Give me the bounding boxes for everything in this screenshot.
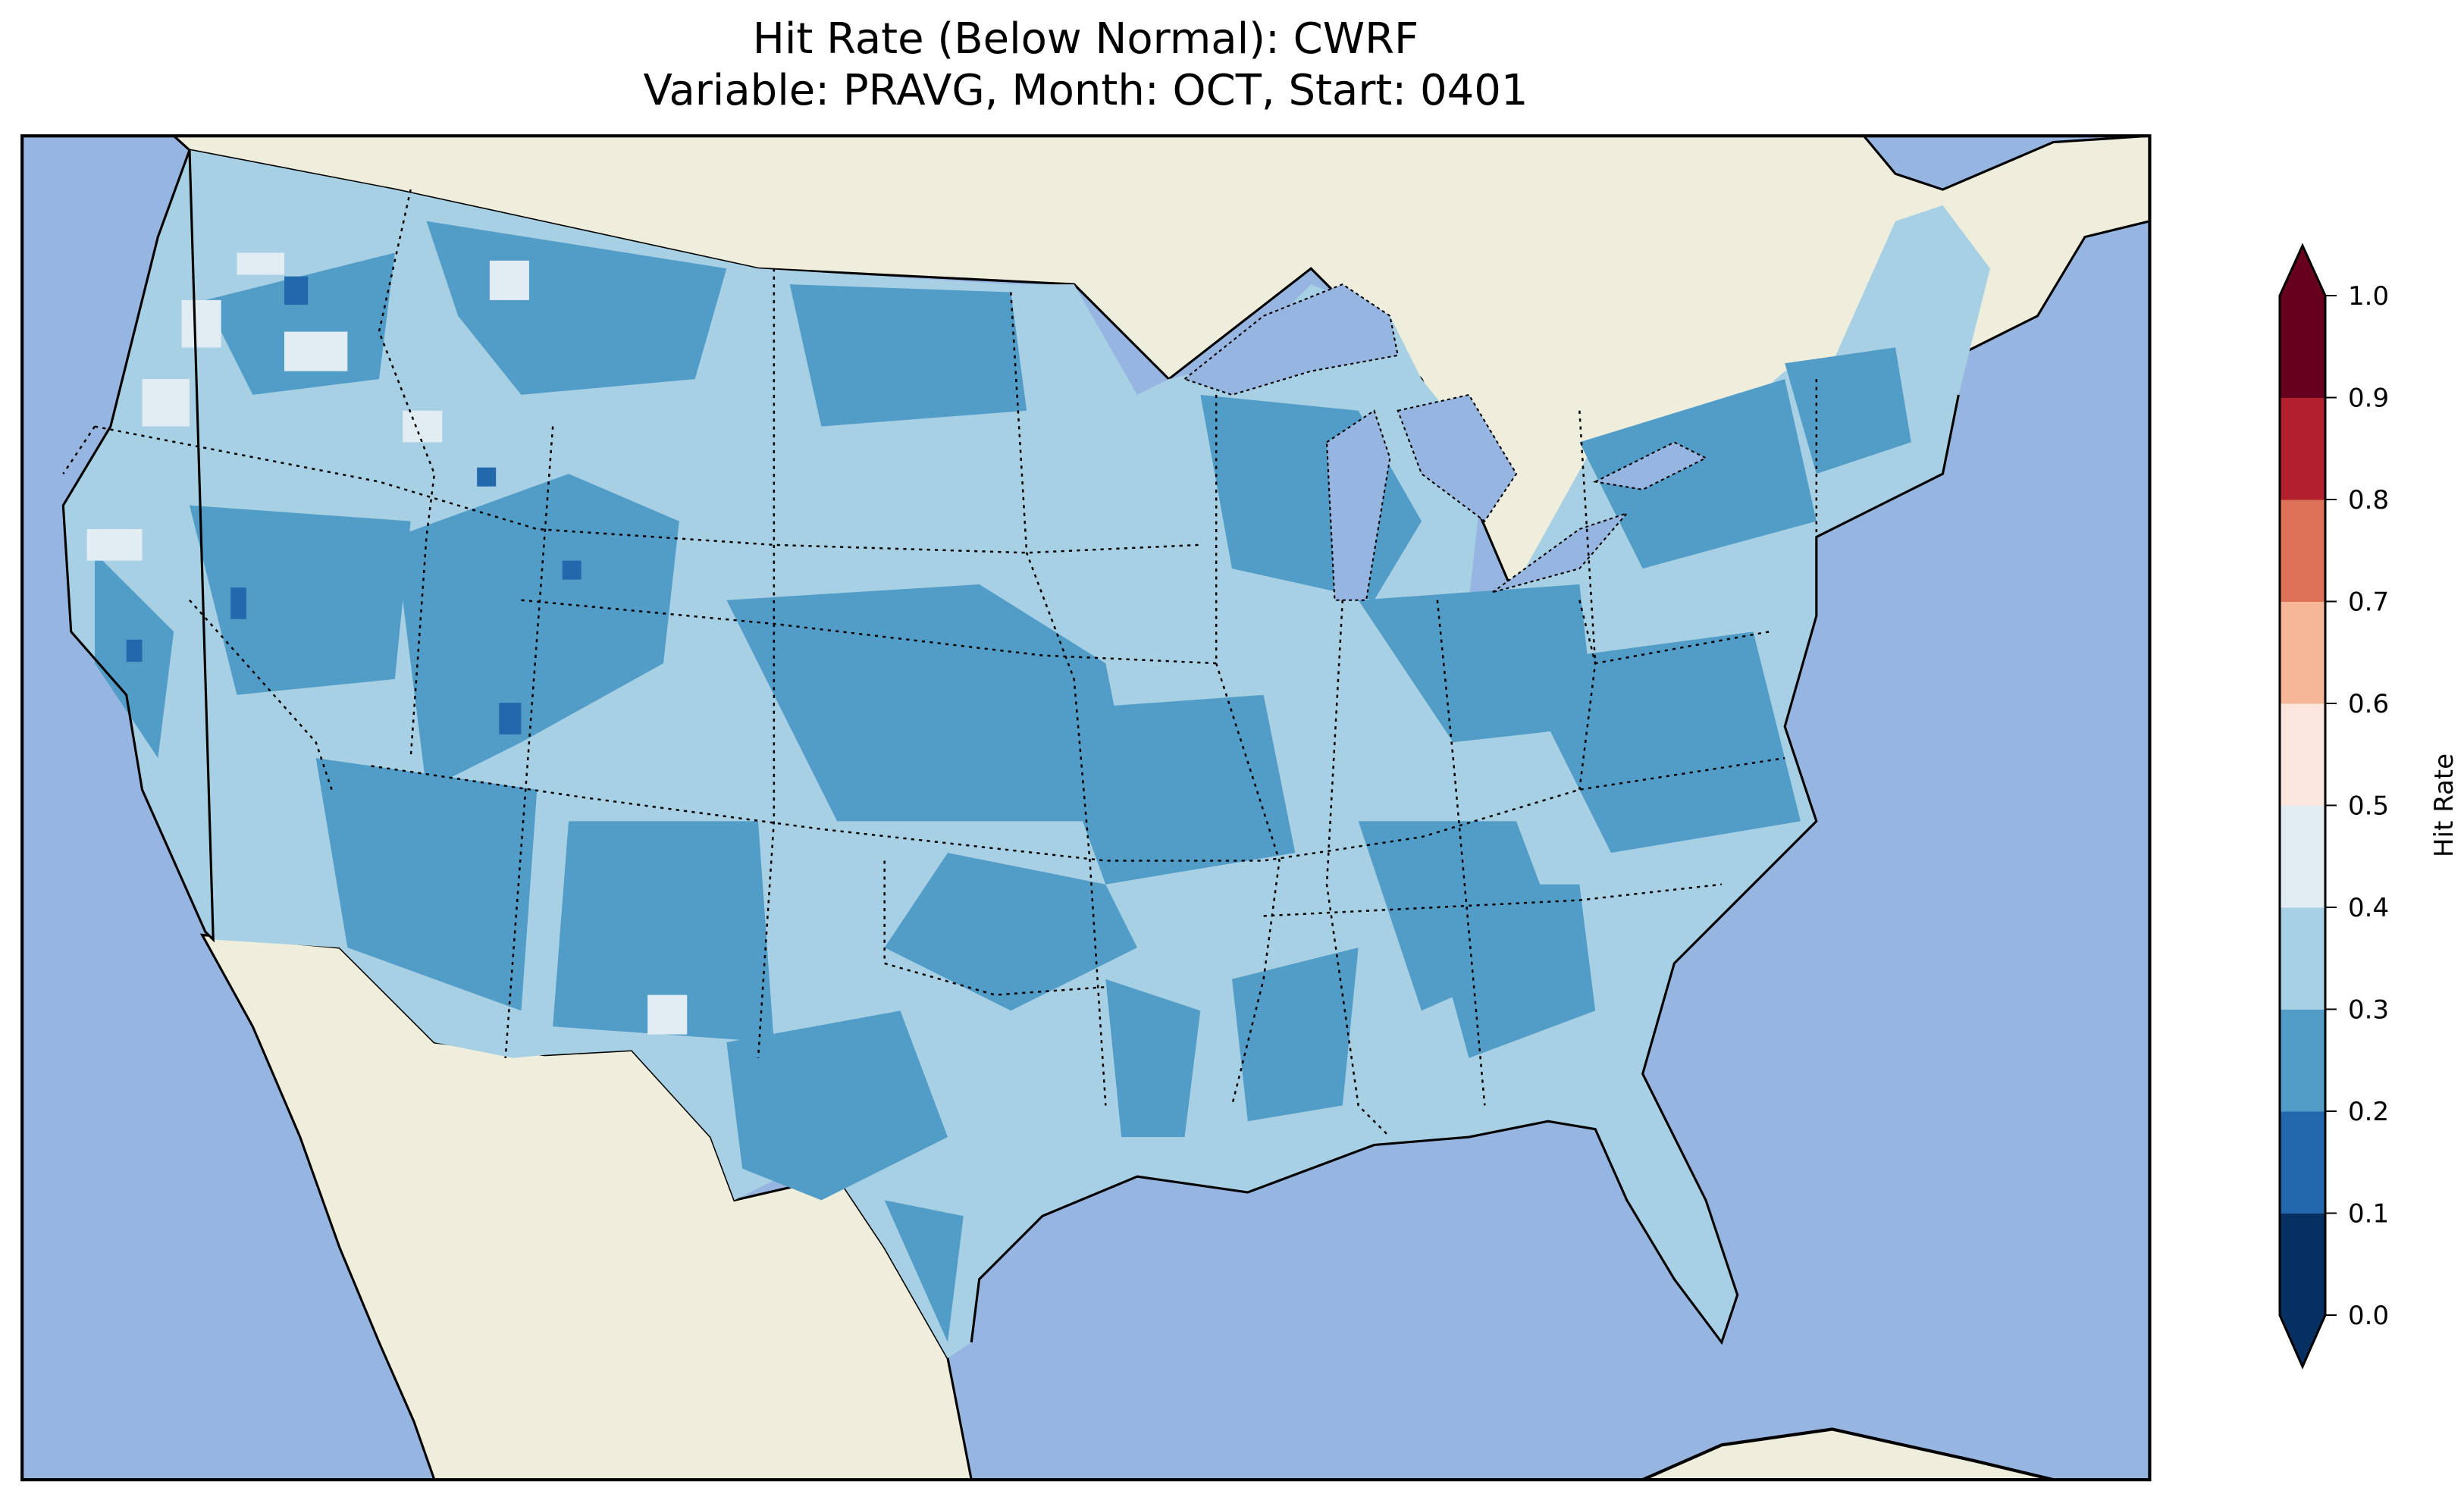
colorbar-extend-max	[2280, 246, 2325, 296]
colorbar-segment	[2280, 703, 2325, 806]
colorbar-segment	[2280, 907, 2325, 1010]
colorbar-extend-min	[2280, 1315, 2325, 1367]
colorbar-tick-label: 0.3	[2348, 995, 2389, 1026]
great-lakes	[1183, 283, 1708, 601]
colorbar-segment	[2280, 1213, 2325, 1316]
title-line-2: Variable: PRAVG, Month: OCT, Start: 0401	[643, 66, 1528, 115]
colorbar-segment	[2280, 397, 2325, 500]
colorbar-tick-label: 0.8	[2348, 485, 2389, 515]
colorbar-tick-label: 0.9	[2348, 384, 2389, 414]
us-outline	[61, 149, 215, 943]
colorbar-tick-label: 0.0	[2348, 1301, 2389, 1331]
colorbar-tick-label: 0.4	[2348, 893, 2389, 923]
colorbar-segment	[2280, 1009, 2325, 1112]
colorbar-tick-label: 1.0	[2348, 281, 2389, 312]
colorbar-segment	[2280, 805, 2325, 908]
very-low-hit-rate-cells	[126, 276, 582, 734]
colorbar-label: Hit Rate	[2429, 753, 2459, 857]
state-borders	[62, 189, 1818, 1138]
chart-title: Hit Rate (Below Normal): CWRF Variable: …	[22, 14, 2149, 117]
colorbar-tick-label: 0.6	[2348, 689, 2389, 719]
colorbar-tick-label: 0.2	[2348, 1097, 2389, 1127]
gulf-coast	[970, 394, 1960, 1345]
moderate-hit-rate-cells	[86, 252, 688, 1035]
title-line-1: Hit Rate (Below Normal): CWRF	[752, 14, 1419, 64]
colorbar-tick-label: 0.7	[2348, 587, 2389, 618]
map-frame	[20, 134, 2152, 1482]
colorbar-segment	[2280, 601, 2325, 704]
colorbar-tick-label: 0.1	[2348, 1199, 2389, 1229]
colorbar-segment	[2280, 500, 2325, 602]
colorbar-tick-label: 0.5	[2348, 791, 2389, 822]
cuba-land	[1641, 1427, 2054, 1480]
colorbar-segment	[2280, 296, 2325, 398]
colorbar-segment	[2280, 1111, 2325, 1214]
